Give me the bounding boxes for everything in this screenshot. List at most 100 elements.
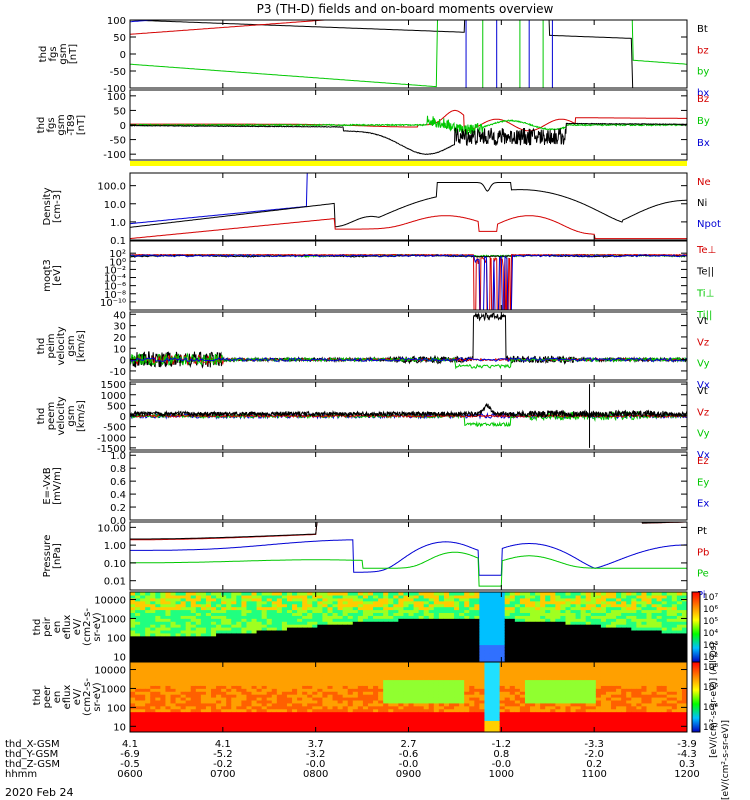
spectrogram-cell <box>560 627 567 631</box>
spectrogram-cell <box>241 632 248 637</box>
spectrogram-cell <box>661 624 668 628</box>
spectrogram-cell <box>671 650 678 654</box>
spectrogram-cell <box>666 650 673 654</box>
spectrogram-cell <box>357 708 364 713</box>
spectrogram-cell <box>130 621 136 625</box>
y-tick-label: 20 <box>113 333 126 344</box>
spectrogram-cell <box>499 659 506 662</box>
spectrogram-cell <box>281 659 288 662</box>
spectrogram-cell <box>646 624 653 628</box>
spectrogram-cell <box>307 653 313 657</box>
spectrogram-cell <box>322 621 329 625</box>
spectrogram-cell <box>180 720 187 724</box>
spectrogram-cell <box>145 720 151 724</box>
spectrogram-cell <box>160 600 167 605</box>
spectrogram-cell <box>423 723 430 727</box>
spectrogram-cell <box>438 711 445 716</box>
spectrogram-cell <box>504 662 511 666</box>
spectrogram-cell <box>398 603 405 608</box>
spectrogram-cell <box>357 609 364 614</box>
spectrogram-cell <box>509 697 516 701</box>
spectrogram-cell <box>246 656 253 660</box>
spectrogram-cell <box>367 650 374 654</box>
spectrogram-cell <box>545 650 551 654</box>
spectrogram-cell <box>322 603 329 608</box>
spectrogram-cell <box>150 641 156 646</box>
spectrogram-cell <box>428 621 435 625</box>
spectrogram-cell <box>393 688 399 692</box>
spectrogram-cell <box>165 694 172 698</box>
spectrogram-cell <box>200 682 207 686</box>
spectrogram-cell <box>337 644 344 649</box>
spectrogram-cell <box>175 662 182 666</box>
spectrogram-cell <box>469 641 475 646</box>
spectrogram-cell <box>474 705 480 710</box>
spectrogram-cell <box>367 621 374 625</box>
spectrogram-cell <box>211 691 217 695</box>
spectrogram-cell <box>135 609 141 614</box>
spectrogram-cell <box>216 650 222 654</box>
spectrogram-cell <box>266 705 273 710</box>
spectrogram-cell <box>276 635 283 640</box>
spectrogram-cell <box>145 624 151 628</box>
spectrogram-cell <box>484 673 491 678</box>
spectrogram-cell <box>205 624 212 628</box>
spectrogram-cell <box>550 618 556 622</box>
spectrogram-cell <box>595 597 602 602</box>
spectrogram-cell <box>616 653 622 657</box>
spectrogram-cell <box>418 594 425 599</box>
spectrogram-cell <box>666 641 673 646</box>
spectrogram-cell <box>484 650 491 654</box>
spectrogram-cell <box>595 641 602 646</box>
spectrogram-cell <box>484 609 491 614</box>
spectrogram-cell <box>241 624 248 628</box>
spectrogram-cell <box>211 670 217 675</box>
spectrogram-cell <box>378 685 384 689</box>
spectrogram-cell <box>393 653 399 657</box>
spectrogram-cell <box>555 615 562 619</box>
spectrogram-cell <box>509 691 516 695</box>
spectrogram-cell <box>221 726 227 730</box>
spectrogram-cell <box>150 650 156 654</box>
spectrogram-cell <box>504 618 511 622</box>
spectrogram-cell <box>671 597 678 602</box>
spectrogram-cell <box>474 627 480 631</box>
spectrogram-cell <box>504 697 511 701</box>
spectrogram-cell <box>261 670 268 675</box>
spectrogram-cell <box>312 705 318 710</box>
spectrogram-cell <box>281 676 288 681</box>
spectrogram-cell <box>357 667 364 672</box>
spectrogram-cell <box>221 676 227 681</box>
spectrogram-cell <box>433 691 440 695</box>
spectrogram-cell <box>195 653 202 657</box>
spectrogram-cell <box>332 720 339 724</box>
spectrogram-cell <box>276 612 283 616</box>
spectrogram-cell <box>362 723 369 727</box>
spectrogram-cell <box>595 609 602 614</box>
spectrogram-cell <box>145 609 151 614</box>
spectrogram-cell <box>373 600 379 605</box>
y-tick-label: 30 <box>113 322 126 333</box>
spectrogram-cell <box>205 592 212 596</box>
spectrogram-cell <box>509 629 516 634</box>
spectrogram-cell <box>322 708 329 713</box>
spectrogram-cell <box>626 594 632 599</box>
spectrogram-cell <box>484 653 491 657</box>
y-axis-label: peem <box>46 402 57 430</box>
spectrogram-cell <box>499 697 506 701</box>
spectrogram-cell <box>519 638 526 643</box>
spectrogram-cell <box>352 656 359 660</box>
spectrogram-cell <box>211 720 217 724</box>
spectrogram-cell <box>393 624 399 628</box>
spectrogram-cell <box>145 673 151 678</box>
spectrogram-cell <box>165 720 172 724</box>
spectrogram-cell <box>357 679 364 684</box>
spectrogram-cell <box>681 609 687 614</box>
spectrogram-cell <box>676 659 683 662</box>
spectrogram-cell <box>135 670 141 675</box>
spectrogram-cell <box>676 603 683 608</box>
spectrogram-cell <box>545 635 551 640</box>
spectrogram-cell <box>271 627 278 631</box>
spectrogram-cell <box>454 627 460 631</box>
spectrogram-cell <box>200 688 207 692</box>
